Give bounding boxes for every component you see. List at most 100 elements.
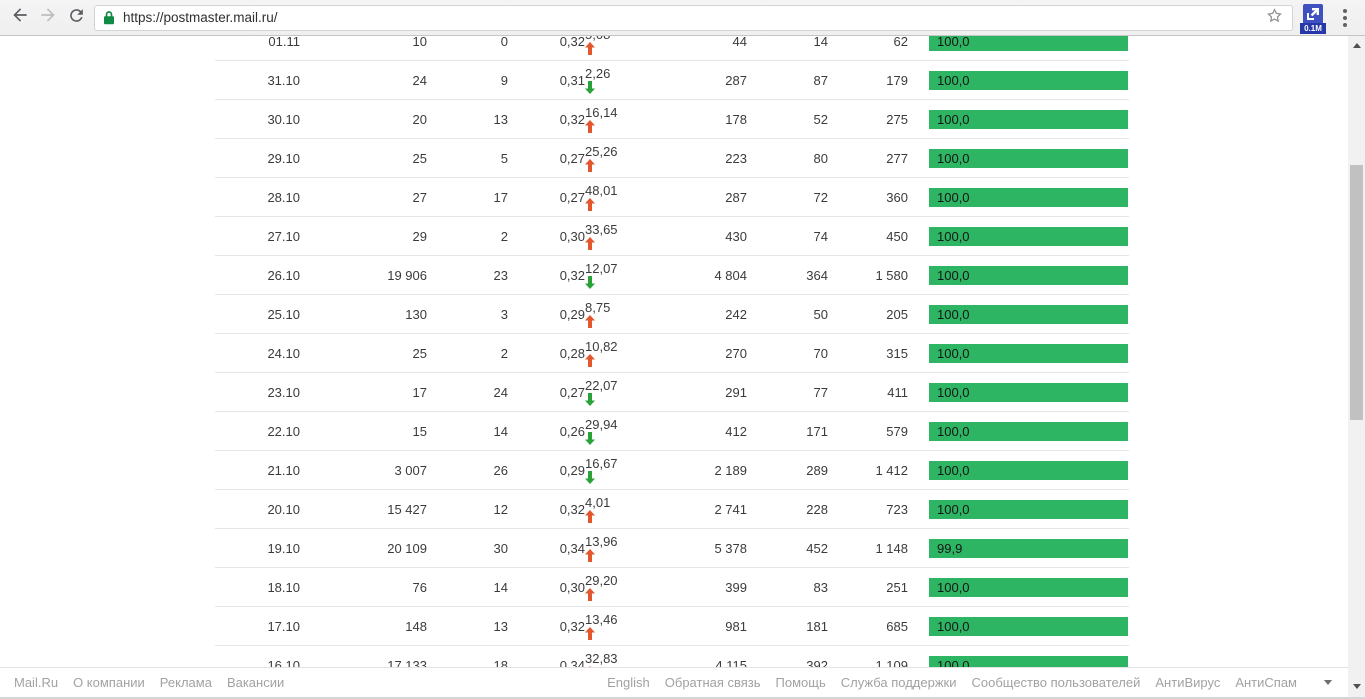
trend-arrow-icon (585, 237, 681, 250)
progress-bar-label: 100,0 (937, 306, 970, 322)
bookmark-star-button[interactable] (1265, 6, 1284, 30)
trend-arrow-icon (585, 120, 681, 133)
date-cell: 19.10 (267, 540, 300, 556)
table-row: 01.11 10 0 0,32 5,08 44 14 62 100,0 (215, 36, 1129, 61)
date-cell: 31.10 (267, 72, 300, 88)
date-cell: 22.10 (267, 423, 300, 439)
progress-bar: 100,0 (929, 616, 1128, 636)
value-cell-1: 15 (412, 423, 427, 439)
value-cell-2: 2 (500, 345, 508, 361)
trend-arrow-icon (585, 81, 681, 94)
forward-button[interactable] (34, 4, 62, 32)
percent-change-cell: 25,26 (585, 144, 681, 172)
date-cell: 30.10 (267, 111, 300, 127)
value-cell-6: 1 412 (875, 462, 908, 478)
progress-cell: 100,0 (929, 109, 1128, 129)
trend-arrow-icon (585, 42, 681, 55)
percent-change-cell: 13,96 (585, 534, 681, 562)
value-cell-3: 0,32 (559, 618, 585, 634)
address-bar[interactable]: https://postmaster.mail.ru/ (94, 4, 1293, 31)
date-cell: 27.10 (267, 228, 300, 244)
value-cell-5: 452 (806, 540, 828, 556)
date-cell: 25.10 (267, 306, 300, 322)
value-cell-4: 430 (725, 228, 747, 244)
footer-link[interactable]: Mail.Ru (14, 675, 59, 690)
footer-link[interactable]: Обратная связь (664, 675, 761, 690)
value-cell-4: 2 189 (714, 462, 747, 478)
value-cell-2: 24 (493, 384, 508, 400)
progress-cell: 99,9 (929, 538, 1128, 558)
back-button[interactable] (6, 4, 34, 32)
trend-arrow-icon (585, 627, 681, 640)
footer-link[interactable]: АнтиВирус (1155, 675, 1221, 690)
value-cell-4: 178 (725, 111, 747, 127)
value-cell-6: 275 (886, 111, 908, 127)
progress-bar: 100,0 (929, 304, 1128, 324)
value-cell-1: 17 133 (387, 657, 427, 668)
value-cell-5: 87 (813, 72, 828, 88)
menu-button[interactable] (1331, 4, 1359, 32)
trend-arrow-icon (585, 276, 681, 289)
footer-link[interactable]: Вакансии (226, 675, 285, 690)
table-row: 19.10 20 109 30 0,34 13,96 5 378 452 1 1… (215, 529, 1129, 568)
footer-link[interactable]: Служба поддержки (840, 675, 957, 690)
page-content: 01.11 10 0 0,32 5,08 44 14 62 100,0 31.1… (0, 36, 1348, 667)
footer-link[interactable]: Помощь (775, 675, 826, 690)
scrollbar-thumb[interactable] (1350, 165, 1363, 420)
progress-cell: 100,0 (929, 577, 1128, 597)
footer-link[interactable]: АнтиСпам (1235, 675, 1297, 690)
value-cell-6: 315 (886, 345, 908, 361)
extension-button[interactable]: 0.1M (1299, 0, 1327, 36)
percent-value: 10,82 (585, 339, 618, 354)
percent-change-cell: 5,08 (585, 36, 681, 55)
progress-bar: 100,0 (929, 265, 1128, 285)
extension-badge: 0.1M (1300, 22, 1326, 34)
value-cell-5: 289 (806, 462, 828, 478)
progress-cell: 100,0 (929, 499, 1128, 519)
value-cell-6: 685 (886, 618, 908, 634)
scrollbar-up-arrow[interactable] (1352, 43, 1361, 48)
value-cell-2: 14 (493, 579, 508, 595)
footer-link[interactable]: Сообщество пользователей (971, 675, 1141, 690)
trend-arrow-icon (585, 588, 681, 601)
caret-down-icon[interactable] (1324, 680, 1332, 685)
value-cell-3: 0,27 (559, 189, 585, 205)
value-cell-4: 5 378 (714, 540, 747, 556)
value-cell-1: 20 (412, 111, 427, 127)
table-row: 20.10 15 427 12 0,32 4,01 2 741 228 723 … (215, 490, 1129, 529)
trend-arrow-icon (585, 549, 681, 562)
value-cell-3: 0,34 (559, 657, 585, 668)
date-cell: 26.10 (267, 267, 300, 283)
value-cell-4: 270 (725, 345, 747, 361)
scrollbar[interactable] (1348, 36, 1365, 699)
progress-cell: 100,0 (929, 343, 1128, 363)
progress-bar: 100,0 (929, 187, 1128, 207)
reload-button[interactable] (62, 4, 90, 32)
trend-arrow-icon (585, 393, 681, 406)
value-cell-5: 72 (813, 189, 828, 205)
percent-value: 22,07 (585, 378, 618, 393)
percent-change-cell: 8,75 (585, 300, 681, 328)
percent-change-cell: 29,20 (585, 573, 681, 601)
forward-icon (38, 5, 58, 30)
value-cell-4: 223 (725, 150, 747, 166)
url-text[interactable]: https://postmaster.mail.ru/ (123, 10, 278, 25)
value-cell-2: 5 (500, 150, 508, 166)
footer-link[interactable]: О компании (73, 675, 145, 690)
progress-cell: 100,0 (929, 70, 1128, 90)
value-cell-1: 27 (412, 189, 427, 205)
value-cell-6: 1 148 (875, 540, 908, 556)
footer-link[interactable]: Реклама (159, 675, 212, 690)
value-cell-5: 50 (813, 306, 828, 322)
value-cell-5: 83 (813, 579, 828, 595)
progress-bar: 100,0 (929, 148, 1128, 168)
value-cell-3: 0,32 (559, 501, 585, 517)
date-cell: 16.10 (267, 657, 300, 668)
scrollbar-down-arrow[interactable] (1352, 684, 1361, 689)
table-row: 30.10 20 13 0,32 16,14 178 52 275 100,0 (215, 100, 1129, 139)
footer-link[interactable]: English (607, 675, 650, 690)
value-cell-4: 291 (725, 384, 747, 400)
back-icon (10, 5, 30, 30)
value-cell-4: 399 (725, 579, 747, 595)
table-row: 16.10 17 133 18 0,34 32,83 4 115 392 1 1… (215, 646, 1129, 667)
